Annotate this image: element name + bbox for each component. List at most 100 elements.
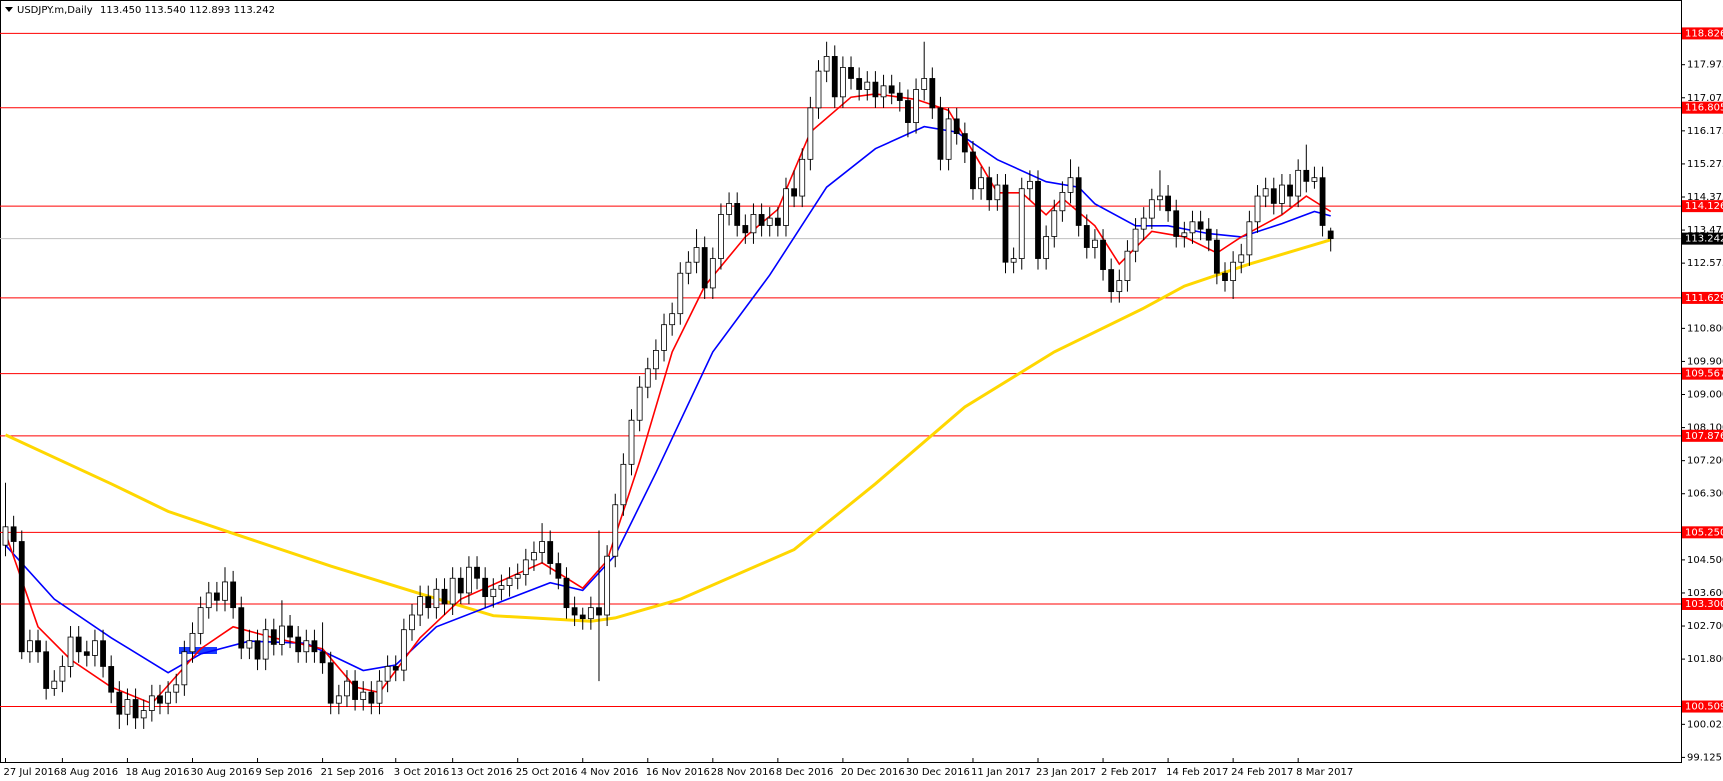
candle-body: [1035, 180, 1041, 259]
candle-body: [140, 710, 147, 719]
candle-body: [100, 640, 106, 667]
candle-body: [197, 607, 204, 634]
candle-body: [425, 596, 432, 609]
candle-body: [295, 636, 302, 653]
candle-body: [514, 574, 521, 579]
candle-body: [303, 640, 310, 653]
x-tick-label: 9 Sep 2016: [256, 767, 313, 778]
candle-body: [653, 350, 659, 370]
candle-body: [1010, 258, 1017, 263]
candle-body: [26, 640, 33, 653]
candle-body: [693, 247, 700, 263]
last-price-label: 113.242: [1685, 234, 1723, 245]
candle-body: [482, 577, 489, 598]
candle-body: [864, 81, 871, 90]
candle-body: [352, 680, 358, 700]
y-tick-label: 113.475: [1687, 225, 1723, 236]
candle-body: [400, 629, 407, 671]
y-tick-label: 115.275: [1687, 159, 1723, 170]
y-tick-label: 103.600: [1687, 588, 1723, 599]
candle-body: [311, 640, 318, 653]
x-tick-label: 27 Jul 2016: [4, 767, 61, 778]
candle-body: [59, 666, 66, 682]
candle-body: [718, 214, 724, 259]
candle-body: [173, 684, 180, 693]
candle-body: [368, 691, 375, 704]
level-label-box: [1682, 291, 1723, 304]
candle-body: [1140, 217, 1147, 230]
candle-body: [213, 592, 220, 601]
candle-body: [1108, 269, 1115, 293]
candle-body: [807, 107, 814, 160]
y-tick-label: 101.800: [1687, 654, 1723, 665]
candle-body: [35, 640, 41, 653]
candle-body: [661, 324, 667, 351]
candle-body: [644, 368, 651, 388]
candle-body: [1279, 184, 1285, 204]
candle-body: [108, 666, 115, 693]
x-tick-label: 8 Aug 2016: [60, 767, 118, 778]
candle-body: [1213, 239, 1220, 274]
level-label: 116.805: [1685, 103, 1723, 114]
candle-body: [498, 585, 505, 590]
candle-body: [124, 699, 131, 715]
candle-body: [945, 118, 952, 160]
candle-body: [449, 577, 456, 605]
candle-body: [539, 541, 545, 553]
candle-body: [913, 89, 919, 123]
candle-body: [392, 666, 399, 671]
level-label: 114.126: [1685, 201, 1723, 212]
candle-body: [1262, 188, 1269, 197]
candle-body: [766, 217, 773, 226]
candle-body: [734, 203, 741, 226]
x-tick-label: 8 Dec 2016: [776, 767, 834, 778]
y-tick-label: 110.800: [1687, 323, 1723, 334]
candle-body: [636, 386, 643, 421]
candle-body: [905, 100, 911, 123]
candle-body: [750, 214, 757, 234]
x-tick-label: 30 Aug 2016: [190, 767, 254, 778]
candle-body: [839, 67, 846, 98]
candle-body: [579, 614, 586, 620]
level-label: 109.567: [1685, 369, 1723, 380]
candle-body: [799, 158, 806, 197]
candle-body: [222, 581, 228, 601]
candle-body: [669, 313, 676, 326]
last-price-box: [1682, 232, 1723, 245]
candle-body: [1222, 272, 1228, 281]
candle-body: [157, 695, 163, 704]
candle-body: [335, 695, 342, 704]
x-tick-label: 20 Dec 2016: [841, 767, 905, 778]
candle-body: [848, 67, 854, 79]
level-label-box: [1682, 367, 1723, 380]
candle-body: [1026, 180, 1033, 190]
candle-body: [287, 625, 293, 638]
candle-body: [67, 636, 74, 667]
candle-body: [417, 596, 424, 616]
level-label-box: [1682, 429, 1723, 442]
quote: 113.450 113.540 112.893 113.242: [100, 5, 275, 16]
candle-body: [1002, 184, 1009, 263]
candle-body: [254, 640, 261, 660]
candle-body: [1124, 250, 1131, 281]
candle-body: [620, 463, 627, 506]
level-label: 118.826: [1685, 28, 1723, 39]
candle-body: [742, 225, 749, 234]
drawing-object: [179, 647, 217, 654]
candle-body: [880, 85, 887, 98]
candle-body: [92, 640, 98, 656]
level-label-box: [1682, 200, 1723, 213]
candle-body: [230, 581, 237, 609]
candle-body: [466, 566, 472, 594]
candle-body: [1254, 195, 1261, 223]
x-tick-label: 18 Aug 2016: [125, 767, 189, 778]
candle-body: [1270, 188, 1277, 204]
candle-body: [1205, 228, 1212, 241]
y-tick-label: 107.200: [1687, 456, 1723, 467]
candle-body: [1287, 184, 1293, 197]
candle-body: [1075, 177, 1082, 226]
menu-arrow[interactable]: [5, 7, 13, 12]
candle-body: [986, 177, 993, 201]
x-tick-label: 16 Nov 2016: [646, 767, 710, 778]
x-tick-label: 11 Jan 2017: [971, 767, 1031, 778]
